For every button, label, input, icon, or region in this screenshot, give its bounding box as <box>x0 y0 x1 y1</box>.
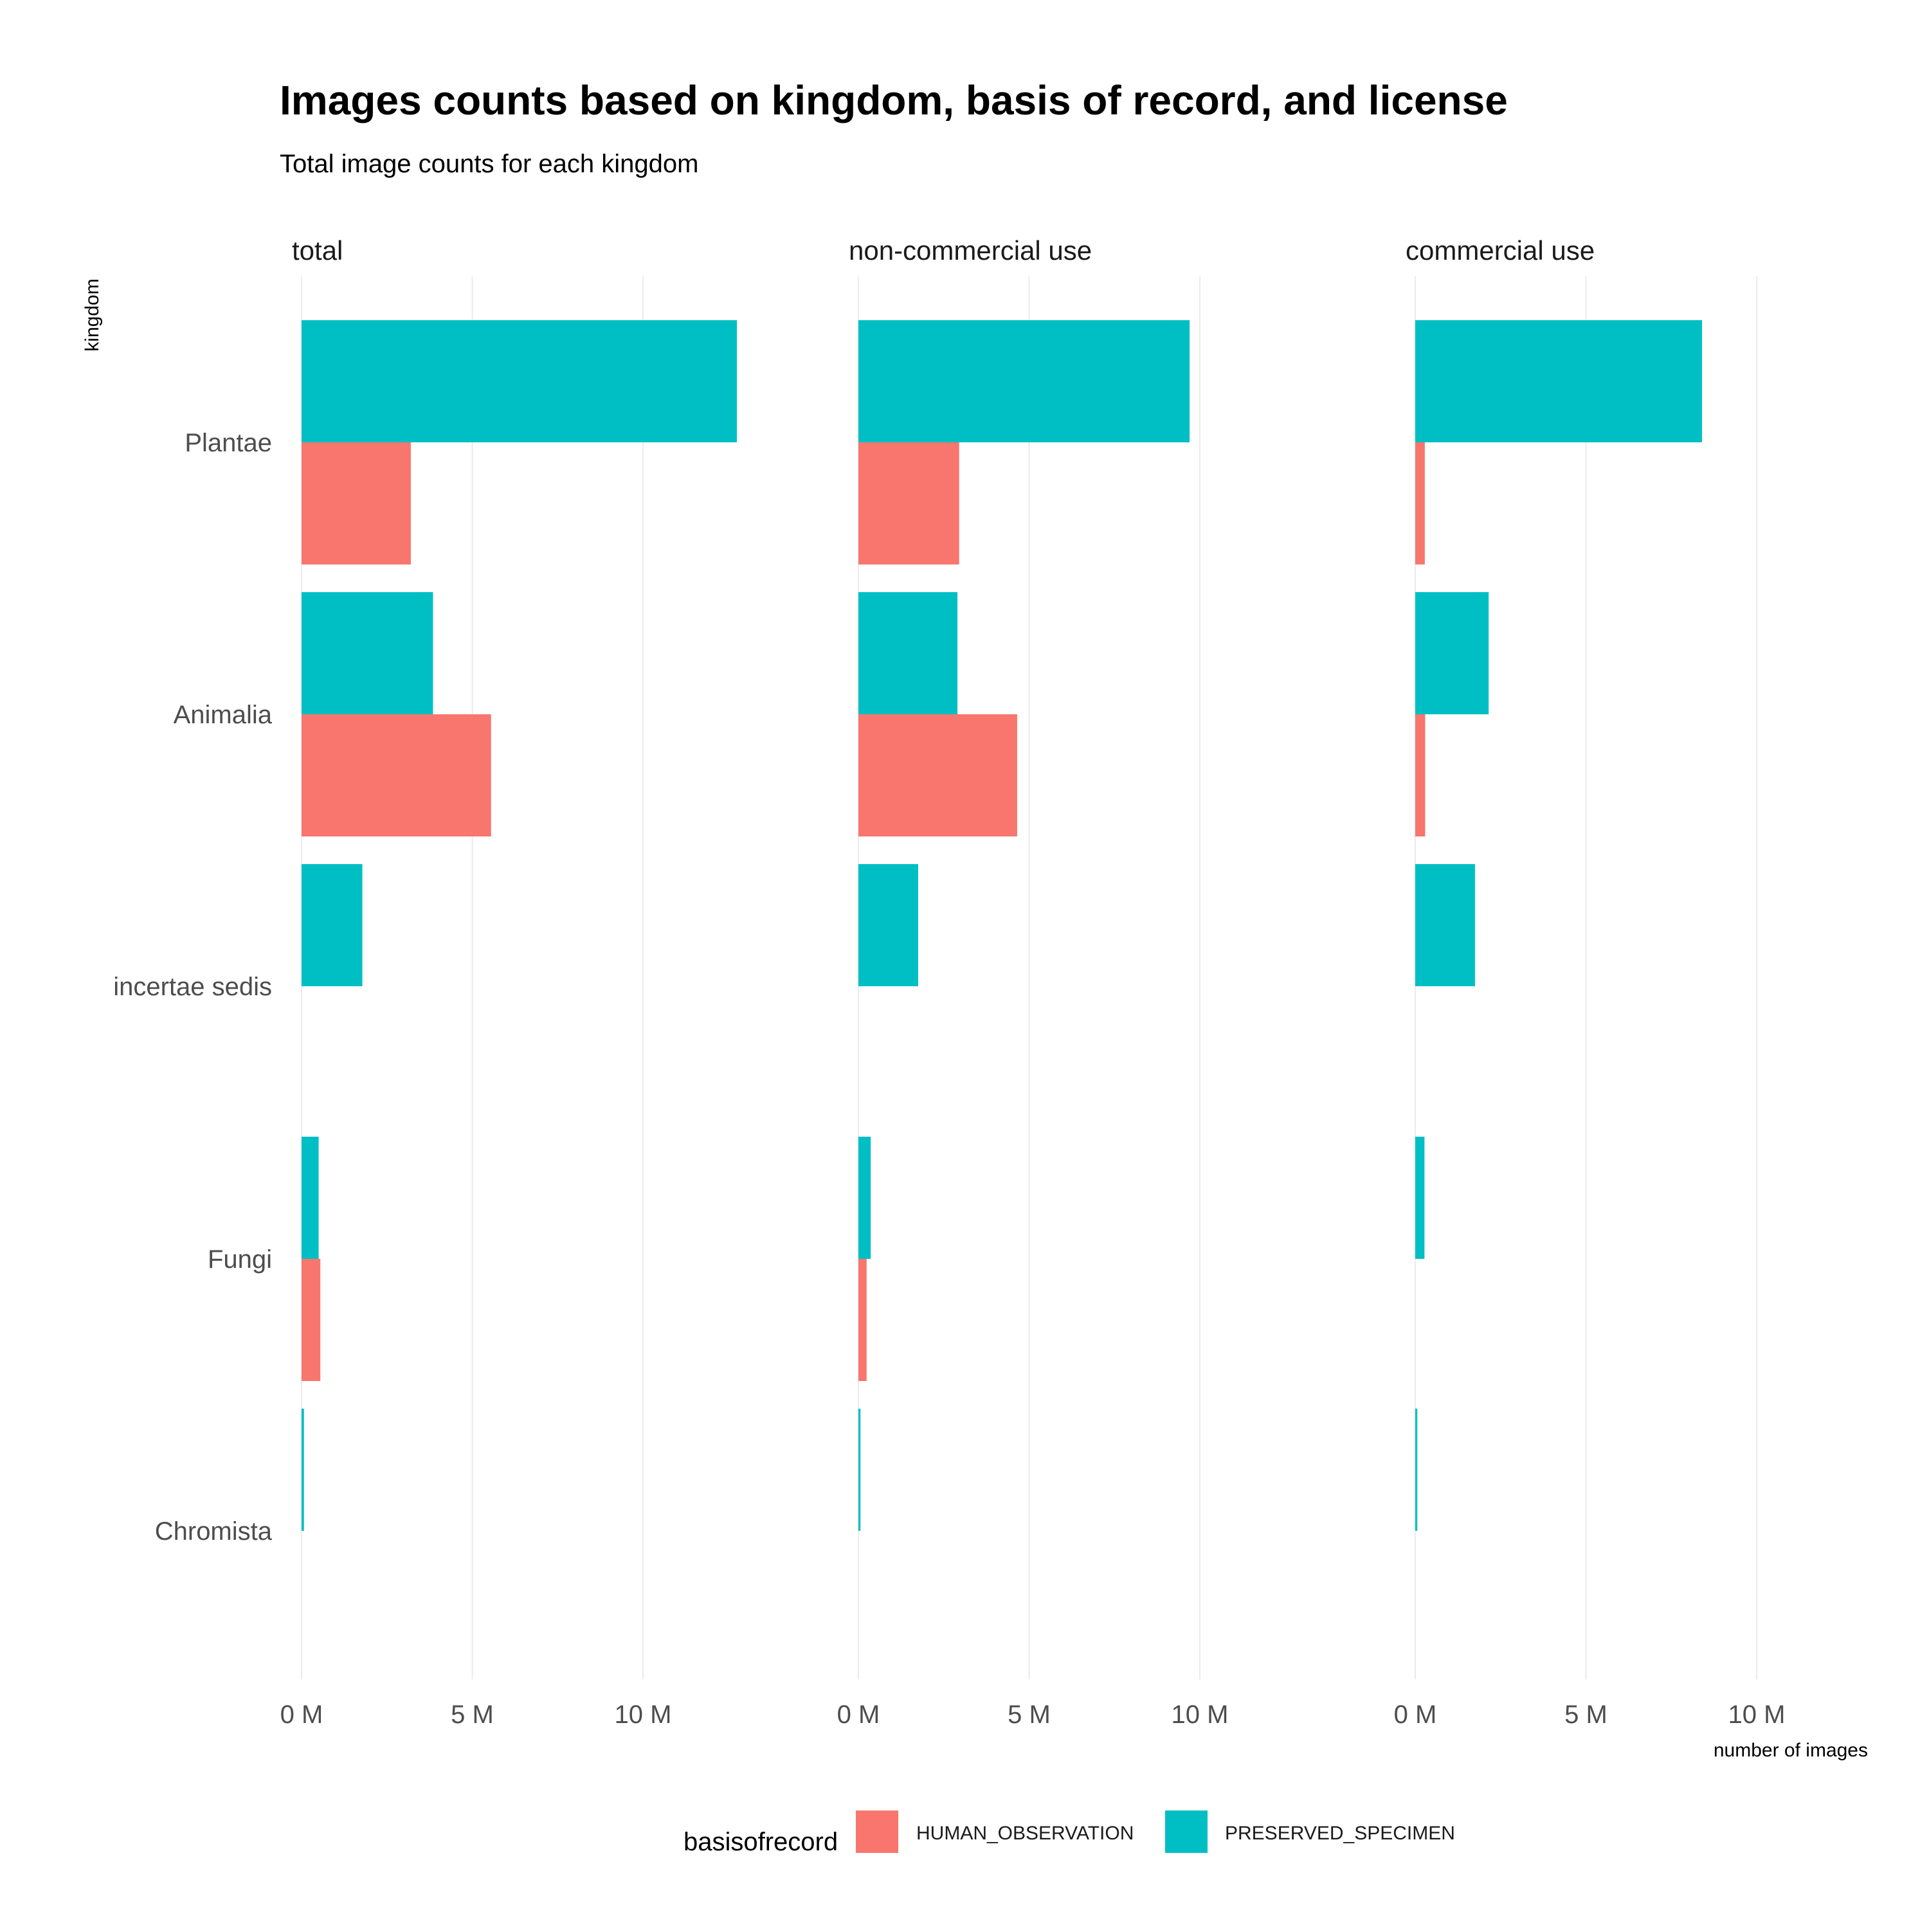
bar-animalia-preserved-specimen <box>1415 592 1489 714</box>
facet-panels: total Plantae Animalia incertae sedis Fungi C… <box>113 235 1785 1729</box>
bar-plantae-preserved-specimen <box>302 320 738 442</box>
bar-animalia-human-observation <box>858 714 1017 836</box>
category-label-fungi: Fungi <box>208 1245 272 1274</box>
chart-title: Images counts based on kingdom, basis of… <box>280 77 1508 123</box>
bar-animalia-human-observation <box>1415 714 1426 836</box>
bar-chromista-preserved-specimen <box>302 1409 304 1531</box>
bar-animalia-preserved-specimen <box>858 592 957 714</box>
bar-plantae-human-observation <box>858 442 959 564</box>
facet-label: non-commercial use <box>849 235 1092 266</box>
bar-incertae-sedis-preserved-specimen <box>302 864 363 986</box>
tick-label-0-m: 0 M <box>1394 1701 1437 1729</box>
bar-chromista-preserved-specimen <box>1415 1409 1418 1531</box>
bar-fungi-human-observation <box>302 1259 321 1381</box>
legend-key-human-observation <box>856 1810 898 1853</box>
tick-label-5-m: 5 M <box>451 1701 494 1729</box>
facet-panel-total: total Plantae Animalia incertae sedis Fungi C… <box>113 235 738 1729</box>
category-label-animalia: Animalia <box>174 701 273 729</box>
facet-panel-non-commercial-use: non-commercial use 0 M 5 M 10 M <box>837 235 1229 1729</box>
facet-panel-commercial-use: commercial use 0 M 5 M 10 M <box>1394 235 1786 1729</box>
bar-fungi-human-observation <box>858 1259 867 1381</box>
bar-incertae-sedis-preserved-specimen <box>858 864 918 986</box>
bar-plantae-human-observation <box>302 442 411 564</box>
facet-label: commercial use <box>1406 235 1595 266</box>
bar-fungi-preserved-specimen <box>858 1137 871 1259</box>
bar-fungi-preserved-specimen <box>302 1137 319 1259</box>
tick-label-0-m: 0 M <box>280 1701 323 1729</box>
bar-chromista-preserved-specimen <box>858 1409 861 1531</box>
legend-title: basisofrecord <box>684 1828 838 1856</box>
bar-plantae-preserved-specimen <box>1415 320 1703 442</box>
tick-label-0-m: 0 M <box>837 1701 880 1729</box>
chart-subtitle: Total image counts for each kingdom <box>280 150 698 178</box>
y-axis-title: kingdom <box>82 278 103 351</box>
legend-label-preserved-specimen: PRESERVED_SPECIMEN <box>1225 1823 1455 1844</box>
legend: basisofrecord HUMAN_OBSERVATION PRESERVED… <box>684 1810 1455 1856</box>
tick-label-5-m: 5 M <box>1564 1701 1608 1729</box>
bar-animalia-human-observation <box>302 714 491 836</box>
x-axis-title: number of images <box>1714 1740 1868 1761</box>
tick-label-5-m: 5 M <box>1008 1701 1051 1729</box>
bar-animalia-preserved-specimen <box>302 592 433 714</box>
facet-label: total <box>292 235 343 266</box>
legend-key-preserved-specimen <box>1165 1810 1208 1853</box>
category-label-incertae-sedis: incertae sedis <box>113 973 272 1001</box>
category-label-chromista: Chromista <box>155 1517 273 1546</box>
tick-label-10-m: 10 M <box>615 1701 672 1729</box>
bar-plantae-human-observation <box>1415 442 1425 564</box>
bar-fungi-preserved-specimen <box>1415 1137 1425 1259</box>
category-label-plantae: Plantae <box>185 429 272 457</box>
legend-label-human-observation: HUMAN_OBSERVATION <box>916 1823 1134 1844</box>
tick-label-10-m: 10 M <box>1728 1701 1786 1729</box>
tick-label-10-m: 10 M <box>1172 1701 1229 1729</box>
bar-plantae-preserved-specimen <box>858 320 1190 442</box>
bar-incertae-sedis-preserved-specimen <box>1415 864 1475 986</box>
